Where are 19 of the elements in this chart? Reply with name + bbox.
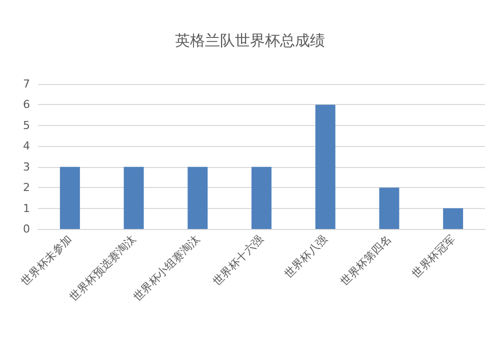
y-tick-label: 3: [23, 160, 30, 174]
bar: [188, 166, 208, 229]
chart-title: 英格兰队世界杯总成绩: [175, 32, 325, 50]
x-tick-label: 世界杯第四名: [338, 232, 394, 288]
x-tick-label: 世界杯十六强: [210, 232, 266, 288]
bar: [252, 166, 272, 229]
bar: [124, 166, 144, 229]
x-tick-label: 世界杯八强: [282, 232, 330, 280]
bar: [379, 188, 400, 229]
y-tick-label: 1: [23, 202, 30, 215]
x-tick-label: 世界杯冠军: [410, 232, 458, 280]
y-tick-label: 5: [23, 118, 30, 132]
y-tick-label: 6: [23, 98, 30, 112]
bar: [443, 208, 464, 229]
y-tick-label: 7: [23, 78, 30, 90]
y-tick-label: 4: [23, 140, 30, 153]
bar: [60, 166, 80, 229]
bar: [315, 104, 336, 229]
y-tick-label: 2: [23, 181, 30, 194]
